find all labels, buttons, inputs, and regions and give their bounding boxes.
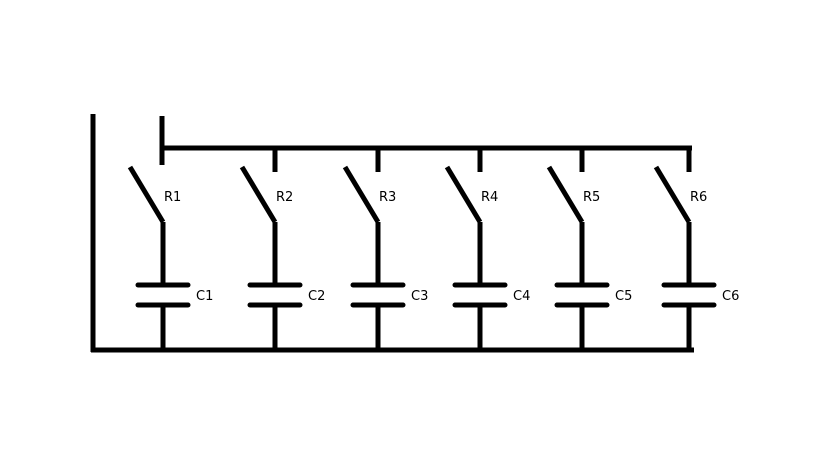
switch-label-4: R4: [481, 190, 498, 205]
switch-blade-4: [444, 165, 483, 224]
switch-blade-5: [546, 165, 585, 224]
capacitor-label-6: C6: [722, 289, 739, 304]
switch-label-5: R5: [583, 190, 600, 205]
switch-blade-3: [342, 165, 381, 224]
switch-blade-1: [127, 165, 166, 224]
capacitor-label-5: C5: [615, 289, 632, 304]
capacitor-label-3: C3: [411, 289, 428, 304]
switch-label-1: R1: [164, 190, 181, 205]
branch-group: R1 C1 R2 C2 R3 C3 R4 C4 R5 C5 R6 C6: [127, 146, 739, 352]
switch-label-3: R3: [379, 190, 396, 205]
switch-blade-6: [653, 165, 692, 224]
switch-blade-2: [239, 165, 278, 224]
switch-label-2: R2: [276, 190, 293, 205]
switch-label-6: R6: [690, 190, 707, 205]
capacitor-label-4: C4: [513, 289, 530, 304]
capacitor-label-2: C2: [308, 289, 325, 304]
capacitor-label-1: C1: [196, 289, 213, 304]
